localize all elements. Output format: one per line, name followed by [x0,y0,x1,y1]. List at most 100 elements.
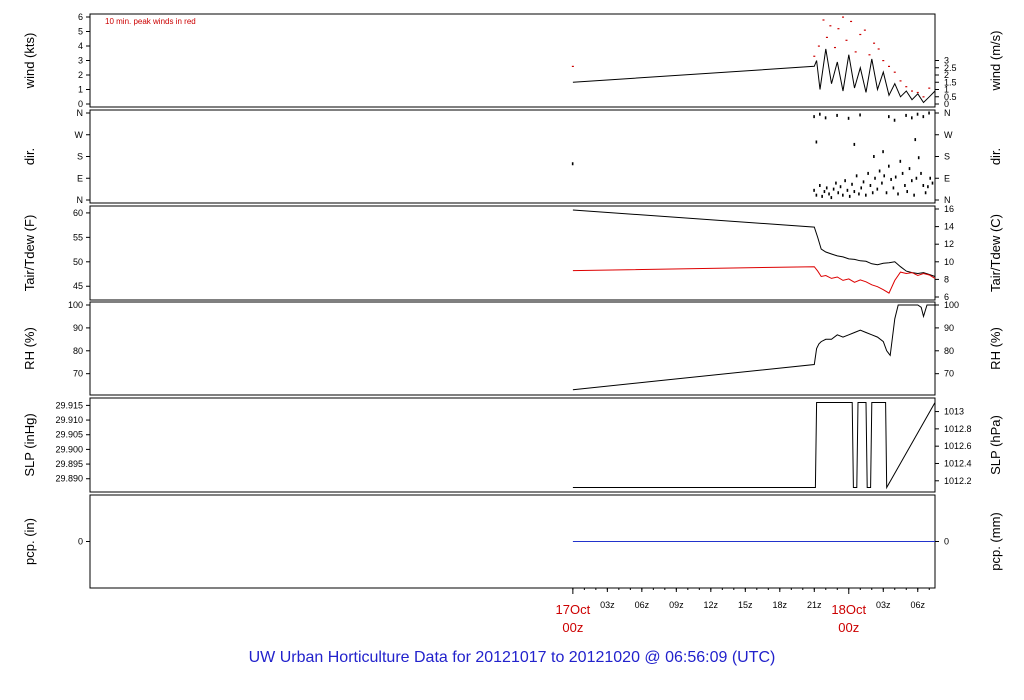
dir-direction-point [844,179,846,183]
dir-direction-point [922,115,925,119]
dir-direction-point [859,113,861,117]
wind-peak-point [825,36,828,38]
dir-left-axis-label: dir. [22,148,37,165]
wind-right-tick-label: 0.5 [944,92,957,102]
x-tick-label: 03z [876,600,891,610]
temp-left-tick-label: 55 [73,232,83,242]
wind-peak-point [882,60,885,62]
dir-direction-point [815,140,818,144]
x-tick-label: 06z [910,600,925,610]
slp-left-tick-label: 29.900 [55,444,83,454]
dir-direction-point [851,182,853,186]
wind-peak-point [842,16,845,18]
dir-direction-point [928,111,930,115]
wind-main-line [572,48,936,104]
dir-direction-point [882,150,884,154]
dir-direction-point [906,190,909,194]
wind-peak-point [854,51,857,53]
wind-right-axis-label: wind (m/s) [988,31,1003,92]
dir-direction-point [894,175,897,179]
wind-peak-point [911,90,914,92]
wind-peak-point [850,20,853,23]
dir-direction-point [813,115,815,119]
wind-left-axis-label: wind (kts) [22,33,37,90]
dir-direction-point [848,194,851,198]
wind-left-tick-label: 0 [78,99,83,109]
wind-peak-point [837,28,840,30]
slp-left-tick-label: 29.905 [55,430,83,440]
dir-right-tick-label: N [944,195,951,205]
x-day-date-label: 18Oct [831,602,866,617]
temp-dew-line [572,266,936,294]
dir-direction-point [914,138,917,142]
wind-peak-point [829,25,832,27]
dir-direction-point [839,185,842,189]
temp-left-tick-label: 60 [73,208,83,218]
temp-left-axis-label: Tair/Tdew (F) [22,215,37,292]
slp-left-axis-label: SLP (inHg) [22,413,37,476]
rh-right-tick-label: 80 [944,346,954,356]
dir-direction-point [869,184,872,187]
dir-direction-point [883,174,886,178]
wind-left-tick-label: 3 [78,56,83,66]
temp-right-tick-label: 14 [944,222,954,232]
dir-left-tick-label: W [75,130,84,140]
dir-direction-point [893,118,896,122]
wind-peak-point [922,96,925,98]
dir-direction-point [853,142,856,146]
temp-right-tick-label: 10 [944,257,954,267]
dir-direction-point [905,113,907,117]
dir-direction-point [836,113,838,117]
slp-left-tick-label: 29.915 [55,400,83,410]
dir-direction-point [917,156,920,160]
wind-peak-point [893,71,896,73]
dir-direction-point [878,169,881,173]
slp-right-tick-label: 1012.8 [944,424,972,434]
dir-direction-point [916,112,919,116]
temp-left-tick-label: 45 [73,281,83,291]
slp-panel-frame [89,397,936,493]
temp-right-tick-label: 6 [944,292,949,302]
pcp-left-tick-label: 0 [78,537,83,547]
slp-right-tick-label: 1012.4 [944,458,972,468]
x-tick-label: 15z [738,600,753,610]
wind-peak-point [868,54,871,56]
wind-left-tick-label: 6 [78,12,83,22]
wind-panel-frame [89,13,936,108]
wind-peak-point [845,39,848,41]
rh-left-tick-label: 70 [73,369,83,379]
pcp-left-axis-label: pcp. (in) [22,518,37,565]
dir-direction-point [885,191,888,195]
wind-right-tick-label: 2.5 [944,63,957,73]
wind-peak-point [813,55,816,57]
temp-main-line [572,209,936,277]
dir-direction-point [855,174,858,178]
rh-left-axis-label: RH (%) [22,327,37,370]
dir-direction-point [571,162,574,166]
dir-direction-point [892,186,895,190]
dir-direction-point [865,193,867,197]
dir-direction-point [922,184,925,187]
dir-direction-point [860,186,863,190]
slp-main-line [572,402,936,490]
dir-direction-point [913,193,915,197]
wind-peak-point [817,45,820,47]
dir-direction-point [904,184,906,187]
rh-right-tick-label: 70 [944,369,954,379]
dir-direction-point [847,116,850,120]
rh-left-tick-label: 100 [68,300,83,310]
dir-direction-point [821,194,823,198]
dir-direction-point [842,193,844,197]
dir-direction-point [888,164,890,168]
dir-direction-point [819,184,821,187]
dir-direction-point [825,186,828,190]
dir-left-tick-label: E [77,173,83,183]
dir-left-tick-label: N [77,108,84,118]
dir-right-axis-label: dir. [988,148,1003,165]
dir-direction-point [871,191,874,195]
rh-main-line [572,304,935,391]
dir-direction-point [837,191,840,195]
dir-direction-point [867,171,869,175]
wind-peak-point [571,65,574,67]
wind-left-tick-label: 1 [78,85,83,95]
